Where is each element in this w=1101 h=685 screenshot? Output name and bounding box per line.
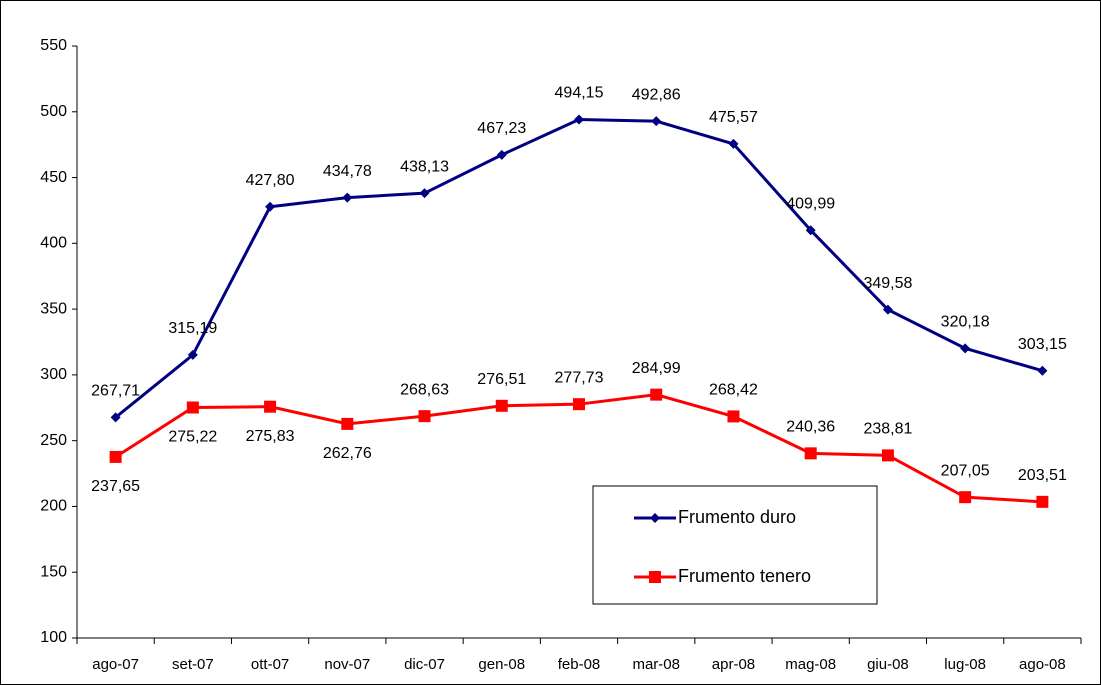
data-label: 434,78 bbox=[323, 163, 372, 180]
x-tick-label: apr-08 bbox=[712, 656, 755, 673]
x-tick-label: mar-08 bbox=[632, 656, 680, 673]
x-tick-label: nov-07 bbox=[324, 656, 370, 673]
y-tick-label: 100 bbox=[40, 629, 67, 646]
data-point bbox=[110, 412, 121, 423]
x-tick-label: ott-07 bbox=[251, 656, 289, 673]
data-point bbox=[959, 491, 972, 504]
data-label: 262,76 bbox=[323, 445, 372, 462]
y-tick-label: 300 bbox=[40, 366, 67, 383]
data-point bbox=[341, 417, 354, 430]
x-tick-label: lug-08 bbox=[944, 656, 986, 673]
data-point bbox=[265, 201, 276, 212]
data-label: 275,22 bbox=[168, 429, 217, 446]
data-point bbox=[419, 188, 430, 199]
data-label: 409,99 bbox=[786, 195, 835, 212]
data-label: 268,63 bbox=[400, 381, 449, 398]
data-label: 267,71 bbox=[91, 383, 140, 400]
y-tick-label: 150 bbox=[40, 563, 67, 580]
data-label: 207,05 bbox=[941, 462, 990, 479]
data-label: 494,15 bbox=[555, 85, 604, 102]
x-tick-label: dic-07 bbox=[404, 656, 445, 673]
data-label: 275,83 bbox=[246, 428, 295, 445]
y-tick-label: 400 bbox=[40, 235, 67, 252]
data-label: 315,19 bbox=[168, 320, 217, 337]
y-tick-label: 550 bbox=[40, 37, 67, 54]
data-point bbox=[651, 116, 662, 127]
data-label: 284,99 bbox=[632, 360, 681, 377]
data-label: 467,23 bbox=[477, 120, 526, 137]
data-point bbox=[881, 449, 894, 462]
data-point bbox=[418, 410, 431, 423]
data-label: 238,81 bbox=[863, 421, 912, 438]
data-label: 475,57 bbox=[709, 109, 758, 126]
data-label: 277,73 bbox=[555, 369, 604, 386]
y-tick-label: 500 bbox=[40, 103, 67, 120]
data-point bbox=[187, 349, 198, 360]
data-label: 276,51 bbox=[477, 371, 526, 388]
data-point bbox=[496, 149, 507, 160]
x-tick-label: ago-08 bbox=[1019, 656, 1066, 673]
data-label: 203,51 bbox=[1018, 467, 1067, 484]
y-tick-label: 200 bbox=[40, 498, 67, 515]
data-label: 427,80 bbox=[246, 172, 295, 189]
data-point bbox=[573, 398, 585, 411]
data-label: 349,58 bbox=[863, 275, 912, 292]
data-point bbox=[804, 447, 817, 460]
data-label: 240,36 bbox=[786, 419, 835, 436]
x-tick-label: feb-08 bbox=[558, 656, 601, 673]
data-label: 303,15 bbox=[1018, 336, 1067, 353]
data-point bbox=[342, 192, 353, 203]
data-point bbox=[960, 343, 971, 354]
data-point bbox=[650, 388, 663, 401]
legend-label: Frumento tenero bbox=[678, 566, 811, 586]
data-point bbox=[264, 400, 277, 413]
legend-marker bbox=[650, 513, 660, 523]
x-tick-label: gen-08 bbox=[478, 656, 525, 673]
legend-marker bbox=[649, 571, 661, 583]
data-label: 320,18 bbox=[941, 314, 990, 331]
data-point bbox=[495, 399, 508, 412]
data-point bbox=[109, 450, 122, 463]
y-tick-label: 350 bbox=[40, 300, 67, 317]
data-point bbox=[882, 304, 893, 315]
legend-label: Frumento duro bbox=[678, 507, 796, 527]
data-point bbox=[1036, 495, 1049, 508]
x-tick-label: mag-08 bbox=[785, 656, 836, 673]
y-tick-label: 250 bbox=[40, 432, 67, 449]
data-label: 492,86 bbox=[632, 86, 681, 103]
data-label: 268,42 bbox=[709, 382, 758, 399]
x-tick-label: set-07 bbox=[172, 656, 214, 673]
data-point bbox=[805, 225, 816, 236]
y-tick-label: 450 bbox=[40, 169, 67, 186]
data-point bbox=[186, 401, 199, 414]
data-point bbox=[1037, 365, 1048, 376]
data-point bbox=[574, 114, 584, 125]
x-tick-label: giu-08 bbox=[867, 656, 909, 673]
x-tick-label: ago-07 bbox=[92, 656, 139, 673]
data-point bbox=[727, 410, 740, 423]
data-label: 237,65 bbox=[91, 478, 140, 495]
data-point bbox=[728, 138, 739, 149]
legend-box bbox=[592, 485, 878, 605]
data-label: 438,13 bbox=[400, 158, 449, 175]
